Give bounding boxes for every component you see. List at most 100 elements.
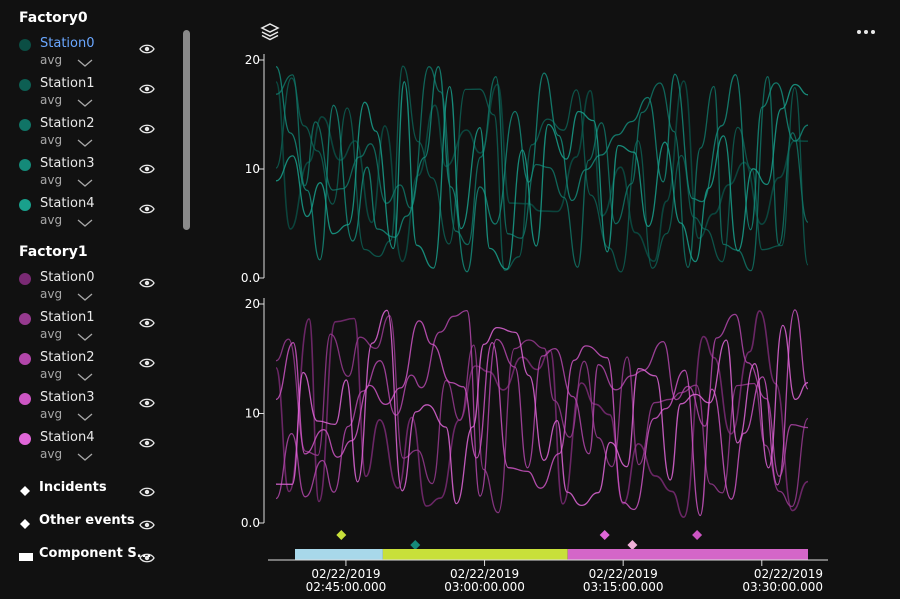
eye-icon[interactable] — [139, 80, 155, 94]
x-tick-date: 02/22/2019 — [589, 567, 658, 581]
layers-icon[interactable] — [260, 22, 280, 42]
legend-series-item[interactable]: Station4 avg — [0, 193, 170, 233]
legend-series-item[interactable]: Station1 avg — [0, 73, 170, 113]
legend-panel: Factory0 Station0 avg Station1 avg Station2 av… — [0, 0, 190, 599]
eye-icon[interactable] — [139, 160, 155, 174]
eye-icon[interactable] — [139, 40, 155, 54]
chevron-down-icon[interactable] — [77, 367, 93, 381]
state-segment — [567, 549, 808, 560]
series-line — [275, 310, 809, 519]
chevron-down-icon[interactable] — [77, 447, 93, 461]
event-marker — [692, 530, 703, 540]
legend-event-item[interactable]: Other events — [19, 513, 189, 533]
legend-series-item[interactable]: Station2 avg — [0, 347, 170, 387]
eye-icon[interactable] — [139, 200, 155, 214]
event-label: Other events — [39, 513, 135, 528]
series-color-dot — [19, 393, 31, 405]
legend-event-item[interactable]: Incidents — [19, 480, 189, 500]
event-marker — [336, 530, 347, 540]
series-line — [275, 314, 809, 514]
series-color-dot — [19, 119, 31, 131]
series-name: Station3 — [40, 156, 95, 171]
chevron-down-icon[interactable] — [77, 93, 93, 107]
diamond-icon — [19, 482, 31, 496]
diamond-icon — [19, 515, 31, 529]
x-tick-date: 02/22/2019 — [450, 567, 519, 581]
legend-scrollbar[interactable] — [183, 30, 190, 230]
eye-icon[interactable] — [139, 549, 155, 563]
series-line — [275, 65, 809, 273]
event-marker — [627, 540, 638, 550]
eye-icon[interactable] — [139, 394, 155, 408]
aggregate-label: avg — [40, 93, 63, 107]
chevron-down-icon[interactable] — [77, 327, 93, 341]
event-label: Component S... — [39, 546, 152, 561]
series-name: Station4 — [40, 430, 95, 445]
series-color-dot — [19, 39, 31, 51]
series-line — [275, 309, 809, 500]
chevron-down-icon[interactable] — [77, 133, 93, 147]
x-tick-date: 02/22/2019 — [311, 567, 380, 581]
series-line — [275, 80, 809, 263]
series-line — [275, 309, 809, 507]
legend-series-item[interactable]: Station0 avg — [0, 33, 170, 73]
aggregate-label: avg — [40, 173, 63, 187]
legend-event-item[interactable]: Component S... — [19, 546, 189, 566]
x-tick-time: 03:30:00.000 — [742, 580, 823, 594]
chevron-down-icon[interactable] — [77, 213, 93, 227]
series-name: Station4 — [40, 196, 95, 211]
y-tick-label: 10 — [245, 162, 260, 176]
event-marker — [599, 530, 610, 540]
legend-series-item[interactable]: Station4 avg — [0, 427, 170, 467]
series-line — [275, 309, 809, 517]
chevron-down-icon[interactable] — [77, 287, 93, 301]
eye-icon[interactable] — [139, 434, 155, 448]
series-name: Station0 — [40, 270, 95, 285]
aggregate-label: avg — [40, 327, 63, 341]
aggregate-label: avg — [40, 407, 63, 421]
aggregate-label: avg — [40, 133, 63, 147]
series-name: Station3 — [40, 390, 95, 405]
legend-series-item[interactable]: Station2 avg — [0, 113, 170, 153]
legend-series-item[interactable]: Station3 avg — [0, 387, 170, 427]
series-color-dot — [19, 313, 31, 325]
chevron-down-icon[interactable] — [77, 173, 93, 187]
x-tick-time: 03:00:00.000 — [444, 580, 525, 594]
eye-icon[interactable] — [139, 274, 155, 288]
eye-icon[interactable] — [139, 354, 155, 368]
eye-icon[interactable] — [139, 516, 155, 530]
series-name: Station0 — [40, 36, 95, 51]
aggregate-label: avg — [40, 53, 63, 67]
eye-icon[interactable] — [139, 314, 155, 328]
aggregate-label: avg — [40, 287, 63, 301]
y-tick-label: 0.0 — [241, 271, 260, 285]
series-name: Station2 — [40, 116, 95, 131]
legend-series-item[interactable]: Station1 avg — [0, 307, 170, 347]
legend-series-item[interactable]: Station0 avg — [0, 267, 170, 307]
series-color-dot — [19, 273, 31, 285]
eye-icon[interactable] — [139, 120, 155, 134]
series-name: Station1 — [40, 76, 95, 91]
series-name: Station2 — [40, 350, 95, 365]
series-color-dot — [19, 159, 31, 171]
state-segment — [295, 549, 383, 560]
eye-icon[interactable] — [139, 483, 155, 497]
y-tick-label: 10 — [245, 407, 260, 421]
legend-series-item[interactable]: Station3 avg — [0, 153, 170, 193]
series-color-dot — [19, 353, 31, 365]
series-line — [275, 66, 809, 272]
series-line — [275, 66, 809, 273]
aggregate-label: avg — [40, 367, 63, 381]
x-tick-time: 03:15:00.000 — [583, 580, 664, 594]
legend-group-title: Factory1 — [19, 244, 88, 260]
chevron-down-icon[interactable] — [77, 53, 93, 67]
series-color-dot — [19, 433, 31, 445]
aggregate-label: avg — [40, 213, 63, 227]
legend-group-title: Factory0 — [19, 10, 88, 26]
chevron-down-icon[interactable] — [77, 407, 93, 421]
state-segment — [382, 549, 568, 560]
ellipsis-icon[interactable] — [855, 24, 877, 38]
event-label: Incidents — [39, 480, 107, 495]
rectangle-icon — [19, 548, 33, 561]
